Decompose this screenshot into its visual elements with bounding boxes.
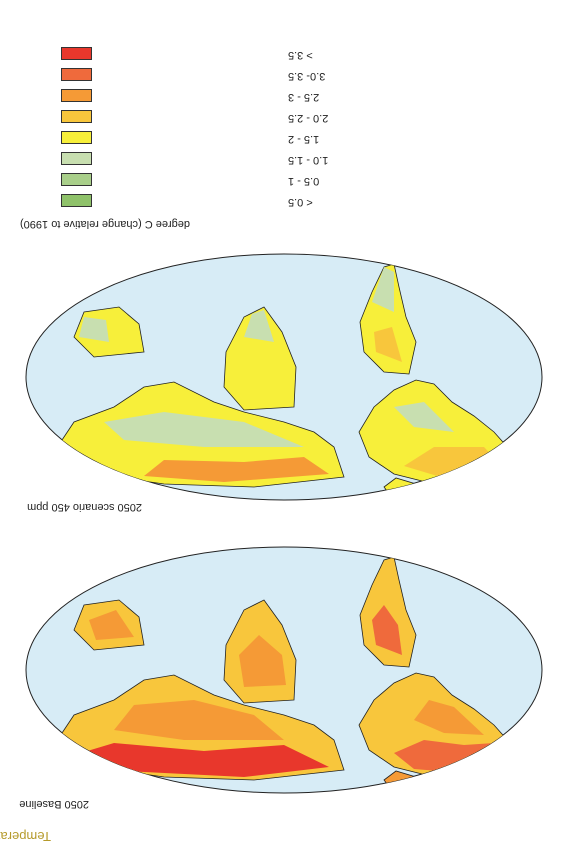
scenario-alaska-low bbox=[489, 454, 509, 476]
legend-swatch bbox=[61, 173, 92, 186]
baseline-eurasia-high bbox=[74, 743, 329, 777]
scenario-north-america-low bbox=[394, 402, 454, 432]
scenario-temperature-map bbox=[25, 253, 543, 501]
baseline-africa-mid bbox=[239, 635, 286, 687]
legend-swatch bbox=[61, 131, 92, 144]
legend-label: 1.5 - 2 bbox=[288, 133, 320, 145]
legend-swatch bbox=[61, 110, 92, 123]
legend-label: < 0.5 bbox=[288, 196, 313, 208]
figure-title: Temperature bbox=[0, 829, 51, 844]
legend-swatch bbox=[61, 152, 92, 165]
scenario-australia-low bbox=[79, 317, 109, 342]
baseline-map-caption: 2050 Baseline bbox=[19, 798, 89, 810]
legend-label: 3.0- 3.5 bbox=[288, 70, 326, 82]
baseline-south-america-high bbox=[372, 605, 402, 655]
scenario-africa-low bbox=[244, 310, 274, 342]
baseline-eurasia-mid bbox=[114, 700, 284, 740]
baseline-north-america-mid bbox=[414, 700, 484, 735]
legend-unit-caption: degree C (change relative to 1990) bbox=[20, 218, 190, 230]
baseline-temperature-map bbox=[25, 546, 543, 794]
scenario-south-america-low bbox=[372, 267, 394, 312]
baseline-australia-mid bbox=[89, 610, 134, 640]
legend-swatch bbox=[61, 194, 92, 207]
scenario-map-caption: 2050 scenario 450 ppm bbox=[27, 501, 142, 513]
legend-swatch bbox=[61, 47, 92, 60]
scenario-africa bbox=[223, 306, 297, 411]
legend-label: > 3.5 bbox=[288, 49, 313, 61]
scenario-eurasia-low bbox=[104, 412, 304, 447]
scenario-eurasia-mid bbox=[144, 457, 329, 482]
legend-label: 1.0 - 1.5 bbox=[288, 154, 329, 166]
legend-label: 2.5 - 3 bbox=[288, 91, 320, 103]
legend-label: 2.0 - 2.5 bbox=[288, 112, 329, 124]
legend-swatch bbox=[61, 68, 92, 81]
legend-label: 0.5 - 1 bbox=[288, 175, 320, 187]
legend-swatch bbox=[61, 89, 92, 102]
scenario-south-america-mid bbox=[374, 327, 402, 362]
